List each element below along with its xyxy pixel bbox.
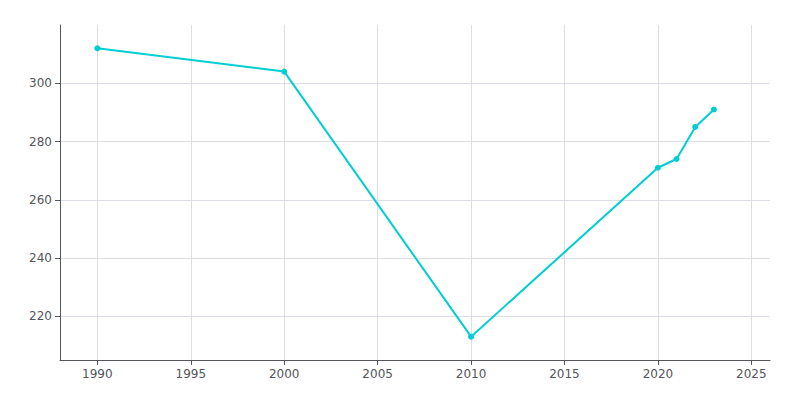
svg-text:260: 260 — [29, 193, 52, 207]
svg-text:2010: 2010 — [456, 367, 487, 381]
svg-text:2005: 2005 — [362, 367, 393, 381]
svg-text:1990: 1990 — [82, 367, 113, 381]
svg-text:220: 220 — [29, 309, 52, 323]
svg-text:240: 240 — [29, 251, 52, 265]
svg-text:280: 280 — [29, 135, 52, 149]
svg-text:2025: 2025 — [736, 367, 767, 381]
svg-text:2000: 2000 — [269, 367, 300, 381]
svg-text:2020: 2020 — [643, 367, 674, 381]
svg-text:2015: 2015 — [549, 367, 580, 381]
svg-text:1995: 1995 — [176, 367, 207, 381]
svg-text:300: 300 — [29, 76, 52, 90]
